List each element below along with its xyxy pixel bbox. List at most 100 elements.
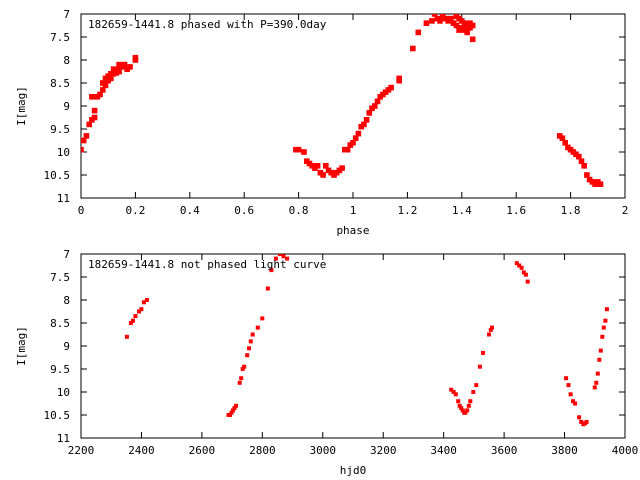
data-point [245, 353, 250, 358]
data-point [601, 325, 606, 330]
data-point [487, 332, 491, 337]
data-point [234, 403, 238, 408]
data-point [81, 146, 84, 153]
data-point [281, 254, 286, 259]
x-tick-label: 1.8 [561, 204, 581, 217]
data-point [361, 121, 367, 128]
data-point [573, 401, 578, 406]
y-tick-label: 10.5 [44, 409, 71, 422]
data-point [595, 371, 600, 376]
data-point [481, 350, 485, 355]
data-point [577, 415, 582, 420]
data-point [228, 413, 232, 417]
x-tick-label: 4000 [612, 444, 639, 457]
data-point [559, 135, 566, 141]
data-point [449, 387, 454, 392]
data-point [579, 419, 584, 424]
data-point [273, 256, 278, 261]
data-point [131, 318, 135, 323]
data-point [232, 406, 237, 411]
data-point [456, 399, 461, 404]
data-point [598, 348, 603, 353]
data-point [247, 346, 251, 351]
data-point [91, 114, 98, 121]
data-point [144, 298, 149, 302]
x-tick-label: 3600 [491, 444, 518, 457]
x-tick-label: 3200 [370, 444, 397, 457]
data-point [314, 163, 321, 169]
data-point [464, 29, 470, 36]
data-point [240, 367, 245, 371]
y-tick-label: 9.5 [50, 363, 70, 376]
x-tick-label: 3800 [551, 444, 578, 457]
y-tick-label: 9.5 [50, 123, 70, 136]
y-tick-label: 8.5 [50, 317, 70, 330]
data-point [108, 75, 114, 82]
data-point [431, 14, 438, 17]
data-point [116, 68, 122, 75]
chart-title: 182659-1441.8 phased with P=390.0day [88, 18, 327, 31]
data-point [248, 339, 253, 344]
y-tick-label: 8 [63, 294, 70, 307]
data-point [581, 163, 587, 169]
data-point [83, 133, 90, 139]
y-axis-label: I[mag] [15, 326, 28, 366]
data-point [102, 82, 109, 89]
x-tick-label: 2200 [68, 444, 95, 457]
y-tick-label: 7 [63, 8, 70, 21]
x-tick-label: 2600 [189, 444, 216, 457]
data-point [453, 22, 460, 29]
data-point [320, 172, 326, 178]
data-point [592, 385, 597, 390]
y-tick-label: 7.5 [50, 31, 70, 44]
data-point [597, 181, 604, 187]
data-point [474, 383, 479, 388]
data-point [578, 158, 585, 164]
data-point [523, 272, 528, 277]
x-tick-label: 2800 [249, 444, 276, 457]
y-tick-label: 9 [63, 100, 70, 113]
y-axis-label: I[mag] [15, 86, 28, 126]
x-axis-label: hjd0 [340, 464, 367, 477]
data-point [260, 316, 265, 321]
data-point [437, 18, 443, 24]
data-point [463, 410, 468, 415]
data-point [242, 364, 247, 369]
data-point [97, 91, 103, 98]
data-point [229, 410, 234, 415]
data-point [451, 390, 456, 394]
data-point [415, 29, 422, 36]
x-tick-label: 0.4 [180, 204, 200, 217]
data-point [121, 61, 128, 68]
data-point [388, 84, 394, 91]
data-point [600, 334, 605, 339]
data-point [132, 54, 139, 61]
data-point [457, 403, 462, 408]
data-point [603, 318, 608, 323]
data-point [525, 279, 530, 284]
data-point [604, 307, 609, 312]
data-point [597, 357, 602, 362]
data-point [584, 172, 590, 178]
data-point [128, 321, 133, 325]
data-point [323, 163, 329, 169]
plot-frame [80, 253, 626, 439]
data-point [301, 149, 307, 155]
data-point [477, 364, 482, 369]
data-point [363, 117, 370, 123]
chart-panel-unphased: 2200 2400 2600 2800 3000 3200 3400 3600 3800 4000… [15, 248, 638, 477]
data-point [562, 140, 568, 146]
x-tick-label: 0 [78, 204, 85, 217]
y-tick-label: 10.5 [44, 169, 71, 182]
x-tick-label: 1.2 [397, 204, 417, 217]
x-tick-label: 2 [622, 204, 629, 217]
data-point [521, 270, 526, 275]
data-points [81, 14, 604, 187]
plot-frame [80, 13, 626, 199]
y-tick-label: 10 [57, 146, 70, 159]
data-point [374, 98, 381, 105]
x-axis-label: phase [336, 224, 369, 237]
data-point [490, 325, 494, 330]
data-point [396, 75, 402, 82]
